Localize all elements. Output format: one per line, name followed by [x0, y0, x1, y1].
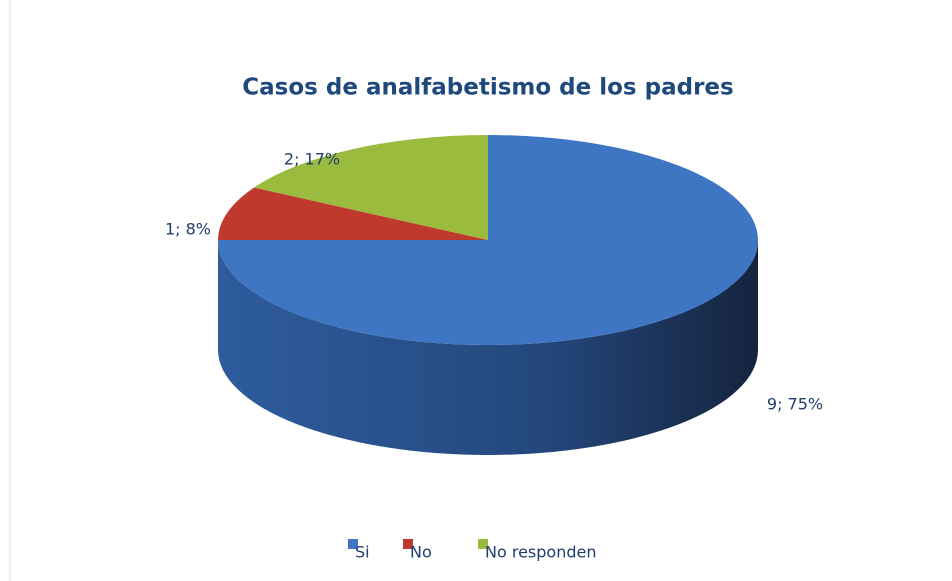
- pie-slice: [254, 135, 488, 240]
- pie-slice: [218, 187, 488, 240]
- legend-label: No: [410, 543, 432, 562]
- legend-swatch: [403, 539, 413, 549]
- data-label: 9; 75%: [767, 395, 823, 414]
- chart-title: Casos de analfabetismo de los padres: [242, 75, 733, 101]
- legend-label: Si: [355, 543, 370, 562]
- legend-label: No responden: [485, 543, 596, 562]
- legend-swatch: [478, 539, 488, 549]
- data-label: 1; 8%: [165, 220, 211, 239]
- data-label: 2; 17%: [284, 150, 340, 169]
- legend-swatch: [348, 539, 358, 549]
- pie-side: [218, 240, 758, 455]
